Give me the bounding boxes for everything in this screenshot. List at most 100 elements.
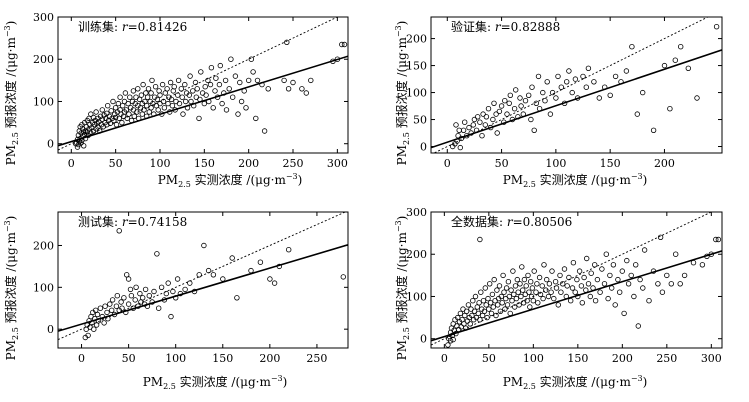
data-point	[540, 89, 546, 96]
data-point	[569, 89, 575, 96]
data-point	[85, 332, 91, 339]
data-point	[155, 107, 161, 113]
data-point	[122, 90, 129, 96]
data-point	[107, 301, 113, 307]
data-point	[529, 285, 536, 291]
data-point	[169, 102, 176, 109]
x-tick-label: 0	[68, 157, 75, 170]
data-point	[527, 304, 533, 310]
data-point	[489, 291, 496, 298]
data-point	[303, 90, 309, 96]
data-point	[539, 283, 545, 289]
data-point	[646, 298, 652, 304]
data-point	[139, 295, 146, 301]
data-point	[470, 298, 476, 304]
data-point	[131, 113, 137, 119]
data-point	[508, 287, 514, 293]
data-point	[500, 272, 506, 279]
data-point	[513, 295, 520, 302]
x-axis-label: PM2.5 实测浓度 /(μg·m−3)	[143, 374, 288, 391]
data-point	[154, 251, 160, 257]
data-point	[583, 84, 589, 90]
data-point	[635, 323, 641, 329]
data-point	[558, 84, 564, 90]
xlabel-sub: 2.5	[178, 180, 191, 189]
data-point	[640, 285, 646, 291]
data-point	[148, 90, 154, 96]
data-point	[555, 302, 561, 308]
x-tick-label: 50	[495, 157, 509, 170]
data-point	[612, 73, 619, 80]
data-point	[594, 276, 601, 283]
data-point	[519, 264, 525, 270]
ylabel-pm: PM	[4, 145, 18, 165]
x-tick-label: 100	[165, 352, 186, 365]
data-point	[146, 293, 152, 299]
data-point	[557, 272, 563, 279]
data-point	[511, 291, 517, 298]
data-point	[615, 276, 621, 283]
data-point	[217, 62, 223, 69]
data-point	[634, 111, 640, 117]
data-point	[84, 129, 90, 135]
x-tick-label: 150	[194, 157, 215, 170]
data-point	[190, 88, 196, 94]
data-point	[168, 313, 174, 320]
data-point	[491, 100, 497, 106]
data-point	[151, 288, 157, 295]
xlabel-close: )	[298, 173, 303, 187]
data-point	[201, 100, 207, 107]
data-point	[137, 290, 143, 297]
data-point	[237, 79, 243, 86]
data-point	[286, 246, 292, 253]
data-point	[186, 92, 192, 98]
data-point	[517, 281, 523, 287]
data-point	[486, 306, 492, 312]
panel-all: 0 50 100 150 200 250 300 0 100 200 300 全数据集: r=0.80…	[394, 206, 723, 391]
scatter-points	[72, 39, 348, 150]
xlabel-sup: −3	[271, 374, 283, 383]
data-point	[540, 295, 546, 302]
data-point	[107, 120, 113, 127]
fit-line	[431, 250, 722, 342]
x-tick-label: 0	[441, 352, 448, 365]
data-point	[170, 288, 176, 295]
y-axis-label: PM2.5 预报浓度 /(μg·m−3)	[394, 216, 411, 361]
data-point	[115, 100, 121, 107]
data-point	[453, 122, 459, 128]
data-point	[174, 92, 181, 98]
xlabel-sub: 2.5	[523, 382, 536, 391]
xlabel-close: )	[643, 173, 648, 187]
panel-train: 0 50 100 150 200 250 300 0 100 200 300 训练集: r=0.814…	[3, 11, 349, 189]
data-point	[472, 293, 479, 300]
data-point	[80, 143, 87, 149]
data-point	[544, 79, 550, 85]
data-point	[619, 268, 625, 274]
fit-line	[58, 55, 348, 147]
data-point	[537, 291, 544, 298]
data-point	[631, 293, 637, 300]
data-point	[509, 298, 515, 304]
data-point	[534, 281, 540, 287]
data-point	[180, 111, 186, 117]
data-point	[94, 311, 101, 318]
x-tick-label: 150	[600, 157, 621, 170]
data-point	[299, 86, 305, 92]
data-point	[535, 300, 541, 306]
data-point	[552, 279, 559, 285]
data-point	[229, 255, 235, 261]
data-point	[655, 281, 661, 287]
xlabel-pm: PM	[143, 375, 163, 389]
plot-frame	[430, 211, 723, 349]
data-point	[505, 279, 512, 285]
data-point	[664, 272, 670, 279]
r-value: =0.81426	[128, 20, 188, 34]
data-point	[514, 276, 520, 283]
data-point	[483, 114, 490, 120]
data-point	[511, 105, 518, 112]
data-point	[111, 117, 117, 124]
data-point	[179, 94, 185, 100]
plot-frame	[430, 16, 723, 154]
ylabel-close: )	[395, 216, 409, 221]
data-point	[503, 285, 510, 291]
